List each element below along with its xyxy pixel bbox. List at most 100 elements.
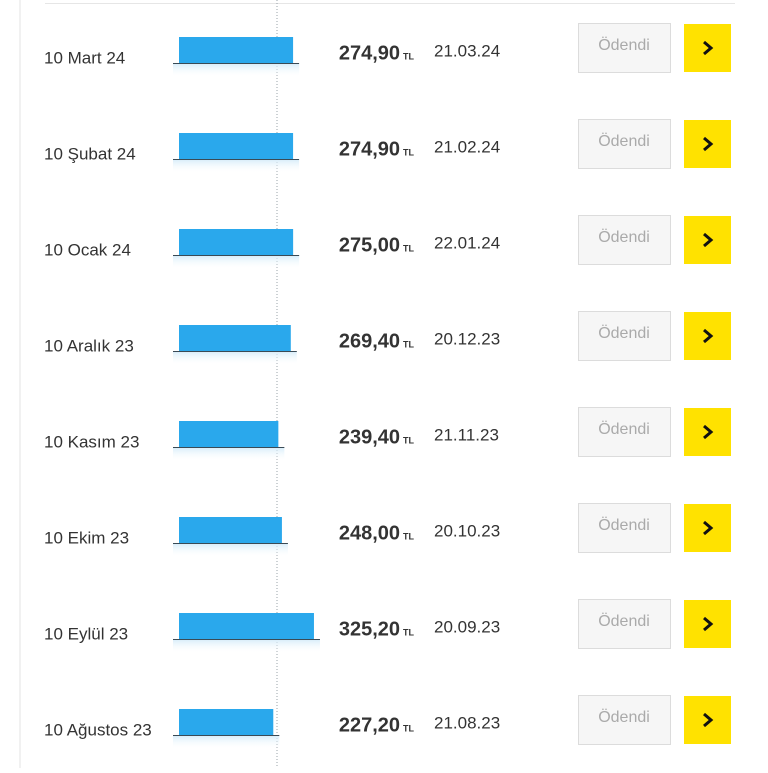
- bill-row: 10 Aralık 23 269,40 TL 20.12.23 Ödendi: [44, 311, 731, 365]
- currency: TL: [403, 339, 414, 349]
- date: 21.02.24: [434, 137, 500, 156]
- period-label: 10 Ocak 24: [44, 240, 131, 259]
- amount: 269,40: [339, 330, 400, 352]
- amount-bar: [179, 133, 294, 159]
- date: 22.01.24: [434, 233, 500, 252]
- shadow: [173, 639, 320, 653]
- amount-bar: [179, 229, 294, 255]
- date: 20.09.23: [434, 617, 500, 636]
- bill-row: 10 Mart 24 274,90 TL 21.03.24 Ödendi: [44, 23, 731, 77]
- status-button[interactable]: Ödendi: [578, 503, 671, 553]
- status-box: [578, 695, 671, 745]
- status-box: [578, 215, 671, 265]
- detail-box: [684, 600, 731, 648]
- amount-bar: [179, 325, 291, 351]
- status-box: [578, 407, 671, 457]
- chevron: [703, 328, 714, 344]
- period-label: 10 Aralık 23: [44, 336, 134, 355]
- period-label: 10 Mart 24: [44, 48, 125, 67]
- shadow: [173, 63, 300, 77]
- date: 21.08.23: [434, 713, 500, 732]
- detail-button[interactable]: [684, 408, 731, 456]
- amount-bar: [179, 517, 282, 543]
- chevron: [703, 424, 714, 440]
- bill-row: 10 Eylül 23 325,20 TL 20.09.23 Ödendi: [44, 599, 731, 653]
- date: 20.12.23: [434, 329, 500, 348]
- status-box: [578, 599, 671, 649]
- amount-bar: [179, 37, 294, 63]
- bill-row: 10 Kasım 23 239,40 TL 21.11.23 Ödendi: [44, 407, 731, 461]
- chevron: [703, 616, 714, 632]
- detail-box: [684, 24, 731, 72]
- status-button[interactable]: Ödendi: [578, 599, 671, 649]
- period-label: 10 Kasım 23: [44, 432, 139, 451]
- currency: TL: [403, 531, 414, 541]
- detail-button[interactable]: [684, 504, 731, 552]
- amount: 275,00: [339, 234, 400, 256]
- chevron: [703, 712, 714, 728]
- currency: TL: [403, 435, 414, 445]
- shadow: [173, 543, 288, 557]
- shadow: [173, 447, 285, 461]
- date: 21.11.23: [434, 425, 499, 444]
- amount-bar: [179, 421, 279, 447]
- detail-button[interactable]: [684, 120, 731, 168]
- detail-box: [684, 696, 731, 744]
- amount: 227,20: [339, 714, 400, 736]
- detail-button[interactable]: [684, 312, 731, 360]
- chevron: [703, 232, 714, 248]
- currency: TL: [403, 627, 414, 637]
- status-button[interactable]: Ödendi: [578, 407, 671, 457]
- detail-button[interactable]: [684, 24, 731, 72]
- status-text: Ödendi: [598, 420, 650, 438]
- detail-box: [684, 504, 731, 552]
- bill-row: 10 Ağustos 23 227,20 TL 21.08.23 Ödendi: [44, 695, 731, 749]
- status-button[interactable]: Ödendi: [578, 215, 671, 265]
- status-box: [578, 503, 671, 553]
- period-label: 10 Şubat 24: [44, 144, 136, 163]
- status-box: [578, 311, 671, 361]
- shadow: [173, 735, 280, 749]
- amount: 274,90: [339, 138, 400, 160]
- chevron: [703, 520, 714, 536]
- detail-box: [684, 312, 731, 360]
- status-text: Ödendi: [598, 132, 650, 150]
- bill-row: 10 Şubat 24 274,90 TL 21.02.24 Ödendi: [44, 119, 731, 173]
- bill-row: 10 Ekim 23 248,00 TL 20.10.23 Ödendi: [44, 503, 731, 557]
- amount: 239,40: [339, 426, 400, 448]
- detail-button[interactable]: [684, 600, 731, 648]
- period-label: 10 Ekim 23: [44, 528, 129, 547]
- amount-bar: [179, 709, 274, 735]
- status-text: Ödendi: [598, 516, 650, 534]
- status-text: Ödendi: [598, 708, 650, 726]
- status-text: Ödendi: [598, 612, 650, 630]
- currency: TL: [403, 51, 414, 61]
- detail-box: [684, 120, 731, 168]
- amount-bar: [179, 613, 314, 639]
- detail-button[interactable]: [684, 216, 731, 264]
- detail-box: [684, 216, 731, 264]
- status-box: [578, 119, 671, 169]
- currency: TL: [403, 243, 414, 253]
- status-button[interactable]: Ödendi: [578, 695, 671, 745]
- amount: 325,20: [339, 618, 400, 640]
- detail-button[interactable]: [684, 696, 731, 744]
- shadow: [173, 255, 300, 269]
- period-label: 10 Ağustos 23: [44, 720, 152, 739]
- status-button[interactable]: Ödendi: [578, 119, 671, 169]
- chevron: [703, 40, 714, 56]
- status-text: Ödendi: [598, 36, 650, 54]
- amount: 274,90: [339, 42, 400, 64]
- shadow: [173, 159, 300, 173]
- status-text: Ödendi: [598, 228, 650, 246]
- status-button[interactable]: Ödendi: [578, 23, 671, 73]
- status-text: Ödendi: [598, 324, 650, 342]
- date: 21.03.24: [434, 41, 500, 60]
- status-button[interactable]: Ödendi: [578, 311, 671, 361]
- period-label: 10 Eylül 23: [44, 624, 128, 643]
- status-box: [578, 23, 671, 73]
- bill-row: 10 Ocak 24 275,00 TL 22.01.24 Ödendi: [44, 215, 731, 269]
- currency: TL: [403, 723, 414, 733]
- chevron: [703, 136, 714, 152]
